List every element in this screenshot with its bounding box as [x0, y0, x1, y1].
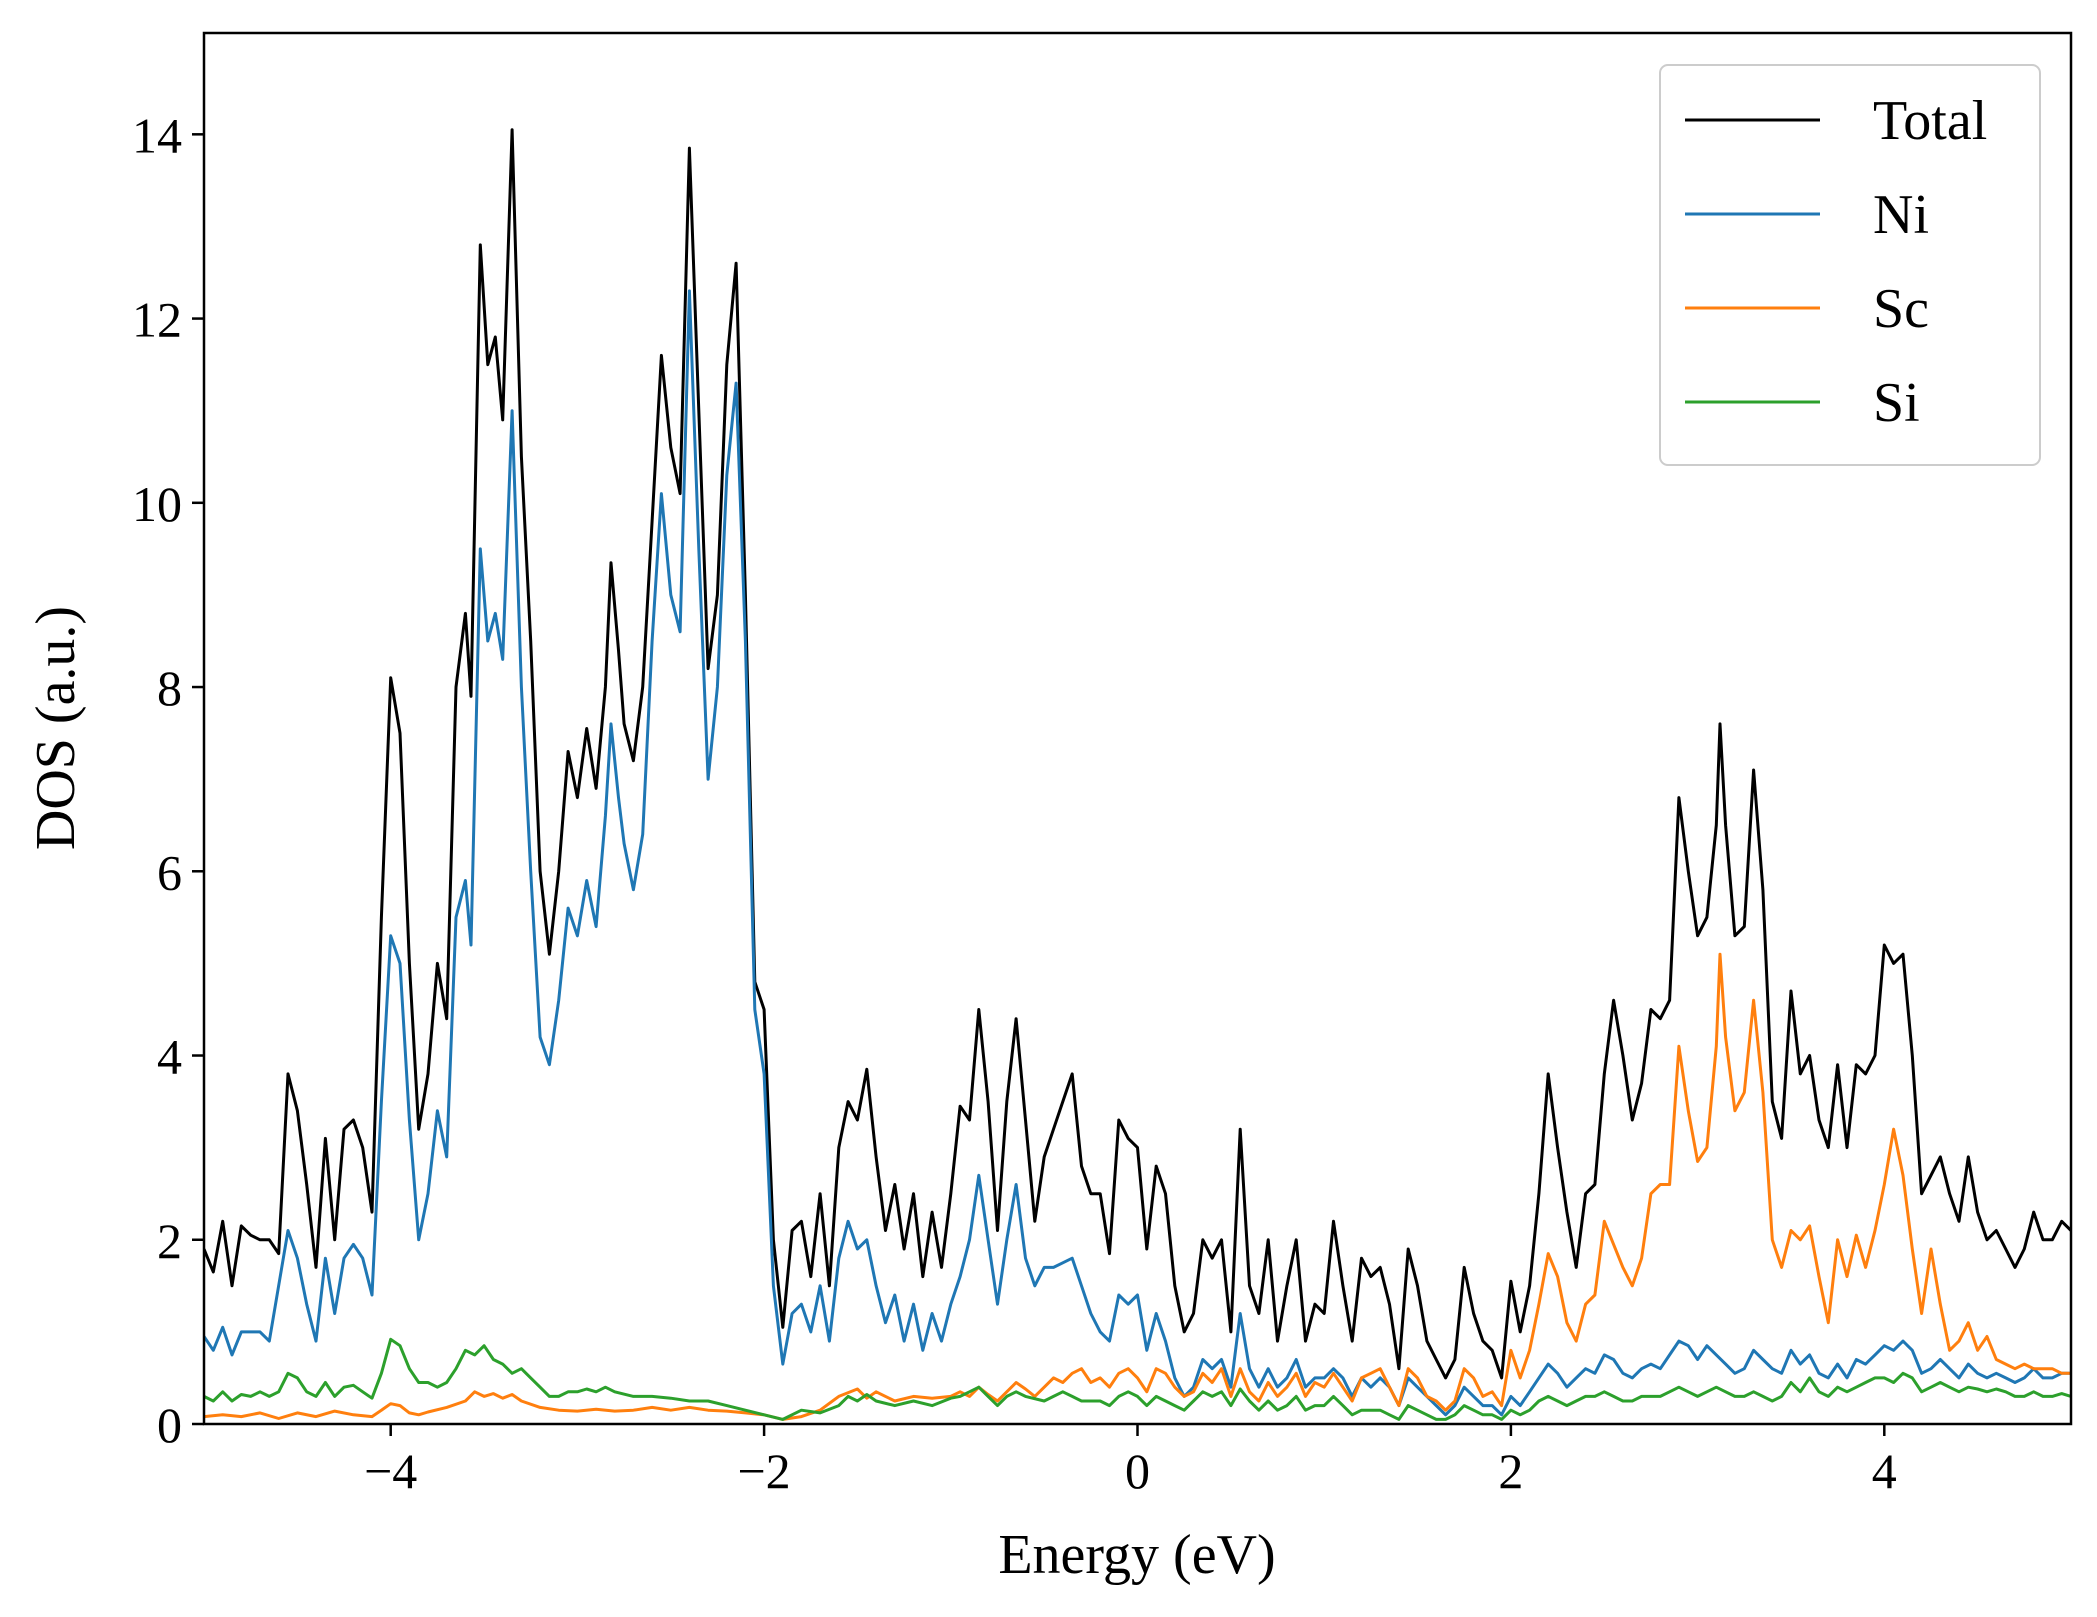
legend: Total Ni Sc Si — [1659, 64, 2041, 466]
y-tick-label: 4 — [157, 1029, 182, 1085]
legend-label-sc: Sc — [1873, 278, 1929, 340]
y-axis-label: DOS (a.u.) — [25, 606, 87, 850]
x-axis-label: Energy (eV) — [998, 1524, 1275, 1586]
y-tick-label: 2 — [157, 1213, 182, 1269]
x-tick-label: 0 — [1125, 1443, 1150, 1499]
y-tick-label: 10 — [132, 476, 182, 532]
y-tick-label: 0 — [157, 1397, 182, 1453]
legend-frame — [1659, 64, 2041, 466]
series-line-si — [204, 1337, 2071, 1421]
x-tick-label: −4 — [364, 1443, 417, 1499]
x-tick-label: 4 — [1872, 1443, 1897, 1499]
y-tick-label: 12 — [132, 292, 182, 348]
x-tick-label: −2 — [737, 1443, 790, 1499]
y-tick-label: 14 — [132, 107, 182, 163]
legend-label-total: Total — [1873, 90, 1987, 152]
series-layer — [204, 128, 2071, 1421]
series-line-sc — [204, 952, 2071, 1421]
axes-layer: −4 −2 0 2 4 0 2 4 6 8 10 12 14 — [132, 107, 1897, 1499]
y-tick-label: 8 — [157, 660, 182, 716]
x-tick-label: 2 — [1498, 1443, 1523, 1499]
series-line-total — [204, 128, 2071, 1380]
legend-label-ni: Ni — [1873, 184, 1929, 246]
series-line-ni — [204, 289, 2071, 1417]
y-tick-label: 6 — [157, 844, 182, 900]
legend-label-si: Si — [1873, 372, 1920, 434]
